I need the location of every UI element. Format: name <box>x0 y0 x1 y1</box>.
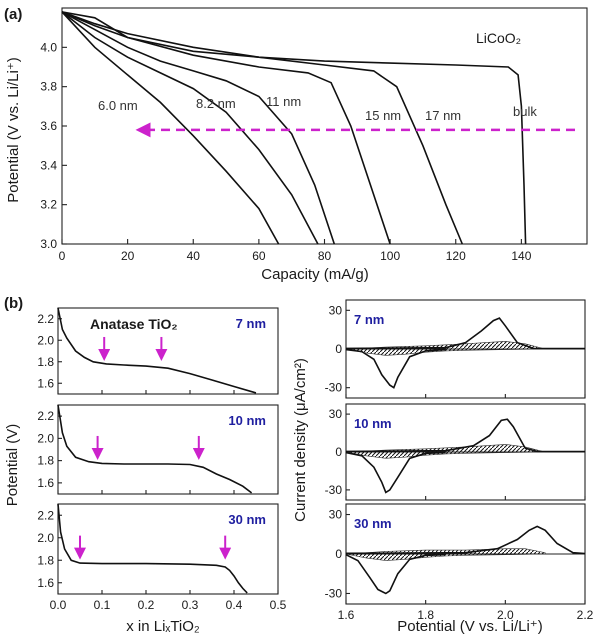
x-tick-label: 0.3 <box>182 598 199 612</box>
panel-a-ticks: 0 20 40 60 80 100 120 140 3.0 3.2 3.4 3.6 3.8 4.0 <box>40 40 531 263</box>
subpanel-frame <box>57 307 279 395</box>
x-tick-label: 0.4 <box>226 598 243 612</box>
y-tick-label: 30 <box>329 303 343 317</box>
y-tick-label: 3.0 <box>40 237 57 251</box>
cv-panel: -30 0 30 7 nm <box>325 299 586 399</box>
y-tick-label: 2.0 <box>37 333 54 347</box>
anodic-peak <box>345 525 586 555</box>
titration-panel: 1.6 1.8 2.0 2.2 30 nm 0.0 0.1 0.2 0.3 0.4 0.5 <box>37 503 287 612</box>
panel-b-left: 1.6 1.8 2.0 2.2 7 nm 1.6 1.8 2.0 2.2 10 nm 1.6 1.8 2… <box>37 307 287 612</box>
discharge-curve <box>61 11 336 245</box>
y-tick-label: 0 <box>335 342 342 356</box>
x-tick-label: 80 <box>318 249 332 263</box>
y-tick-label: 1.8 <box>37 454 54 468</box>
discharge-curve <box>61 11 319 245</box>
x-tick-label: 60 <box>252 249 266 263</box>
cv-panel: -30 0 30 10 nm <box>325 403 586 501</box>
titration-panel: 1.6 1.8 2.0 2.2 7 nm <box>37 307 279 395</box>
series-label: 15 nm <box>365 108 401 123</box>
panel-a-xlabel: Capacity (mA/g) <box>261 266 369 283</box>
panel-a-label: (a) <box>4 6 22 23</box>
discharge-curve <box>61 11 527 245</box>
x-tick-label: 2.0 <box>497 608 514 622</box>
y-tick-label: 1.8 <box>37 553 54 567</box>
panel-b-left-xlabel: x in LiₓTiO₂ <box>126 618 200 635</box>
y-tick-label: 1.6 <box>37 476 54 490</box>
y-tick-label: -30 <box>325 381 343 395</box>
panel-b-right-ylabel: Current density (μA/cm²) <box>292 358 309 522</box>
panel-b-label: (b) <box>4 295 23 312</box>
panel-a: (a) Potential (V vs. Li/Li⁺) Capacity (m… <box>4 6 588 283</box>
y-tick-label: 2.0 <box>37 431 54 445</box>
x-tick-label: 2.2 <box>577 608 594 622</box>
y-tick-label: 4.0 <box>40 40 57 54</box>
x-tick-label: 100 <box>380 249 400 263</box>
discharge-curve <box>61 11 391 245</box>
y-tick-label: 0 <box>335 547 342 561</box>
x-tick-label: 1.6 <box>338 608 355 622</box>
discharge-curve <box>61 11 464 245</box>
size-label: 10 nm <box>228 413 266 428</box>
subpanel-frame <box>57 404 279 495</box>
x-tick-label: 0 <box>59 249 66 263</box>
y-tick-label: 3.4 <box>40 158 57 172</box>
anodic-peak <box>345 317 586 350</box>
y-tick-label: 30 <box>329 407 343 421</box>
subpanel-frame <box>57 503 279 595</box>
y-tick-label: 2.2 <box>37 312 54 326</box>
y-tick-label: 1.6 <box>37 576 54 590</box>
y-tick-label: 2.2 <box>37 409 54 423</box>
series-label: bulk <box>513 104 537 119</box>
titration-curve <box>57 404 253 494</box>
y-tick-label: 3.8 <box>40 80 57 94</box>
y-tick-label: 1.6 <box>37 376 54 390</box>
y-tick-label: 2.2 <box>37 508 54 522</box>
size-label: 30 nm <box>228 512 266 527</box>
titration-curve <box>57 503 248 594</box>
x-tick-label: 120 <box>446 249 466 263</box>
x-tick-label: 0.1 <box>94 598 111 612</box>
x-tick-label: 20 <box>121 249 135 263</box>
anatase-label: Anatase TiO₂ <box>90 316 178 332</box>
panel-b-right-xlabel: Potential (V vs. Li/Li⁺) <box>397 618 542 635</box>
series-label: 8.2 nm <box>196 96 236 111</box>
panel-a-curves: 6.0 nm 8.2 nm 11 nm 15 nm 17 nm bulk <box>61 11 537 245</box>
x-tick-label: 40 <box>187 249 201 263</box>
anodic-peak <box>345 418 586 453</box>
panel-b-left-ylabel: Potential (V) <box>4 424 21 507</box>
y-tick-label: 0 <box>335 445 342 459</box>
hatched-area <box>345 548 546 561</box>
cathodic-peak <box>345 451 446 494</box>
x-tick-label: 0.2 <box>138 598 155 612</box>
size-label: 30 nm <box>354 516 392 531</box>
material-label: LiCoO₂ <box>476 30 521 46</box>
titration-curve <box>57 307 257 394</box>
cathodic-peak <box>345 348 446 389</box>
x-tick-label: 0.5 <box>270 598 287 612</box>
size-label: 7 nm <box>354 312 384 327</box>
panel-b-right: -30 0 30 7 nm -30 0 30 10 nm -30 0 30 30 nm 1.6 1.8 2.… <box>325 299 594 622</box>
series-label: 11 nm <box>266 94 301 109</box>
discharge-curve <box>61 11 280 245</box>
y-tick-label: -30 <box>325 483 343 497</box>
series-label: 17 nm <box>425 108 461 123</box>
series-label: 6.0 nm <box>98 98 138 113</box>
cv-panel: -30 0 30 30 nm 1.6 1.8 2.0 2.2 <box>325 503 594 622</box>
titration-panel: 1.6 1.8 2.0 2.2 10 nm <box>37 404 279 495</box>
panel-a-ylabel: Potential (V vs. Li/Li⁺) <box>5 57 22 202</box>
y-tick-label: -30 <box>325 586 343 600</box>
x-tick-label: 1.8 <box>417 608 434 622</box>
y-tick-label: 2.0 <box>37 531 54 545</box>
x-tick-label: 140 <box>511 249 531 263</box>
y-tick-label: 30 <box>329 508 343 522</box>
x-tick-label: 0.0 <box>50 598 67 612</box>
y-tick-label: 1.8 <box>37 355 54 369</box>
y-tick-label: 3.6 <box>40 119 57 133</box>
size-label: 10 nm <box>354 416 392 431</box>
y-tick-label: 3.2 <box>40 198 57 212</box>
cathodic-peak <box>345 553 446 595</box>
size-label: 7 nm <box>236 316 266 331</box>
